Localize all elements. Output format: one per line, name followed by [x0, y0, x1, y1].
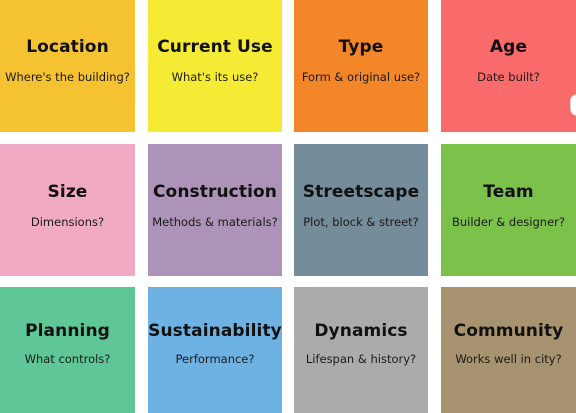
tile-title: Dynamics [314, 321, 408, 341]
tile-title: Sustainability [148, 321, 282, 341]
tile-sustainability[interactable]: Sustainability Performance? [148, 287, 282, 413]
tile-streetscape[interactable]: Streetscape Plot, block & street? [294, 144, 428, 276]
tile-location[interactable]: Location Where's the building? [0, 0, 135, 132]
tile-current-use[interactable]: Current Use What's its use? [148, 0, 282, 132]
scroll-edge-handle[interactable] [570, 94, 576, 116]
tile-team[interactable]: Team Builder & designer? [441, 144, 576, 276]
tile-subtitle: Builder & designer? [451, 215, 565, 229]
tile-title: Current Use [157, 37, 273, 57]
tile-subtitle: Methods & materials? [152, 215, 278, 229]
tile-subtitle: Dimensions? [30, 215, 105, 229]
tile-subtitle: Where's the building? [5, 70, 130, 84]
tile-title: Location [26, 37, 109, 57]
tile-title: Type [338, 37, 384, 57]
tile-title: Community [453, 321, 564, 341]
tile-dynamics[interactable]: Dynamics Lifespan & history? [294, 287, 428, 413]
tile-title: Size [47, 182, 88, 202]
tile-subtitle: Works well in city? [455, 352, 562, 366]
tile-title: Construction [152, 182, 277, 202]
tile-size[interactable]: Size Dimensions? [0, 144, 135, 276]
tile-planning[interactable]: Planning What controls? [0, 287, 135, 413]
tile-title: Planning [25, 321, 110, 341]
tile-subtitle: Lifespan & history? [305, 352, 417, 366]
tile-subtitle: Date built? [477, 70, 540, 84]
tile-community[interactable]: Community Works well in city? [441, 287, 576, 413]
tile-subtitle: Plot, block & street? [303, 215, 419, 229]
tile-subtitle: What controls? [24, 352, 111, 366]
tile-title: Streetscape [302, 182, 420, 202]
tile-construction[interactable]: Construction Methods & materials? [148, 144, 282, 276]
tile-title: Age [489, 37, 528, 57]
tile-title: Team [483, 182, 534, 202]
tile-subtitle: What's its use? [171, 70, 259, 84]
tile-subtitle: Performance? [175, 352, 255, 366]
tile-subtitle: Form & original use? [301, 70, 421, 84]
tile-type[interactable]: Type Form & original use? [294, 0, 428, 132]
tile-age[interactable]: Age Date built? [441, 0, 576, 132]
